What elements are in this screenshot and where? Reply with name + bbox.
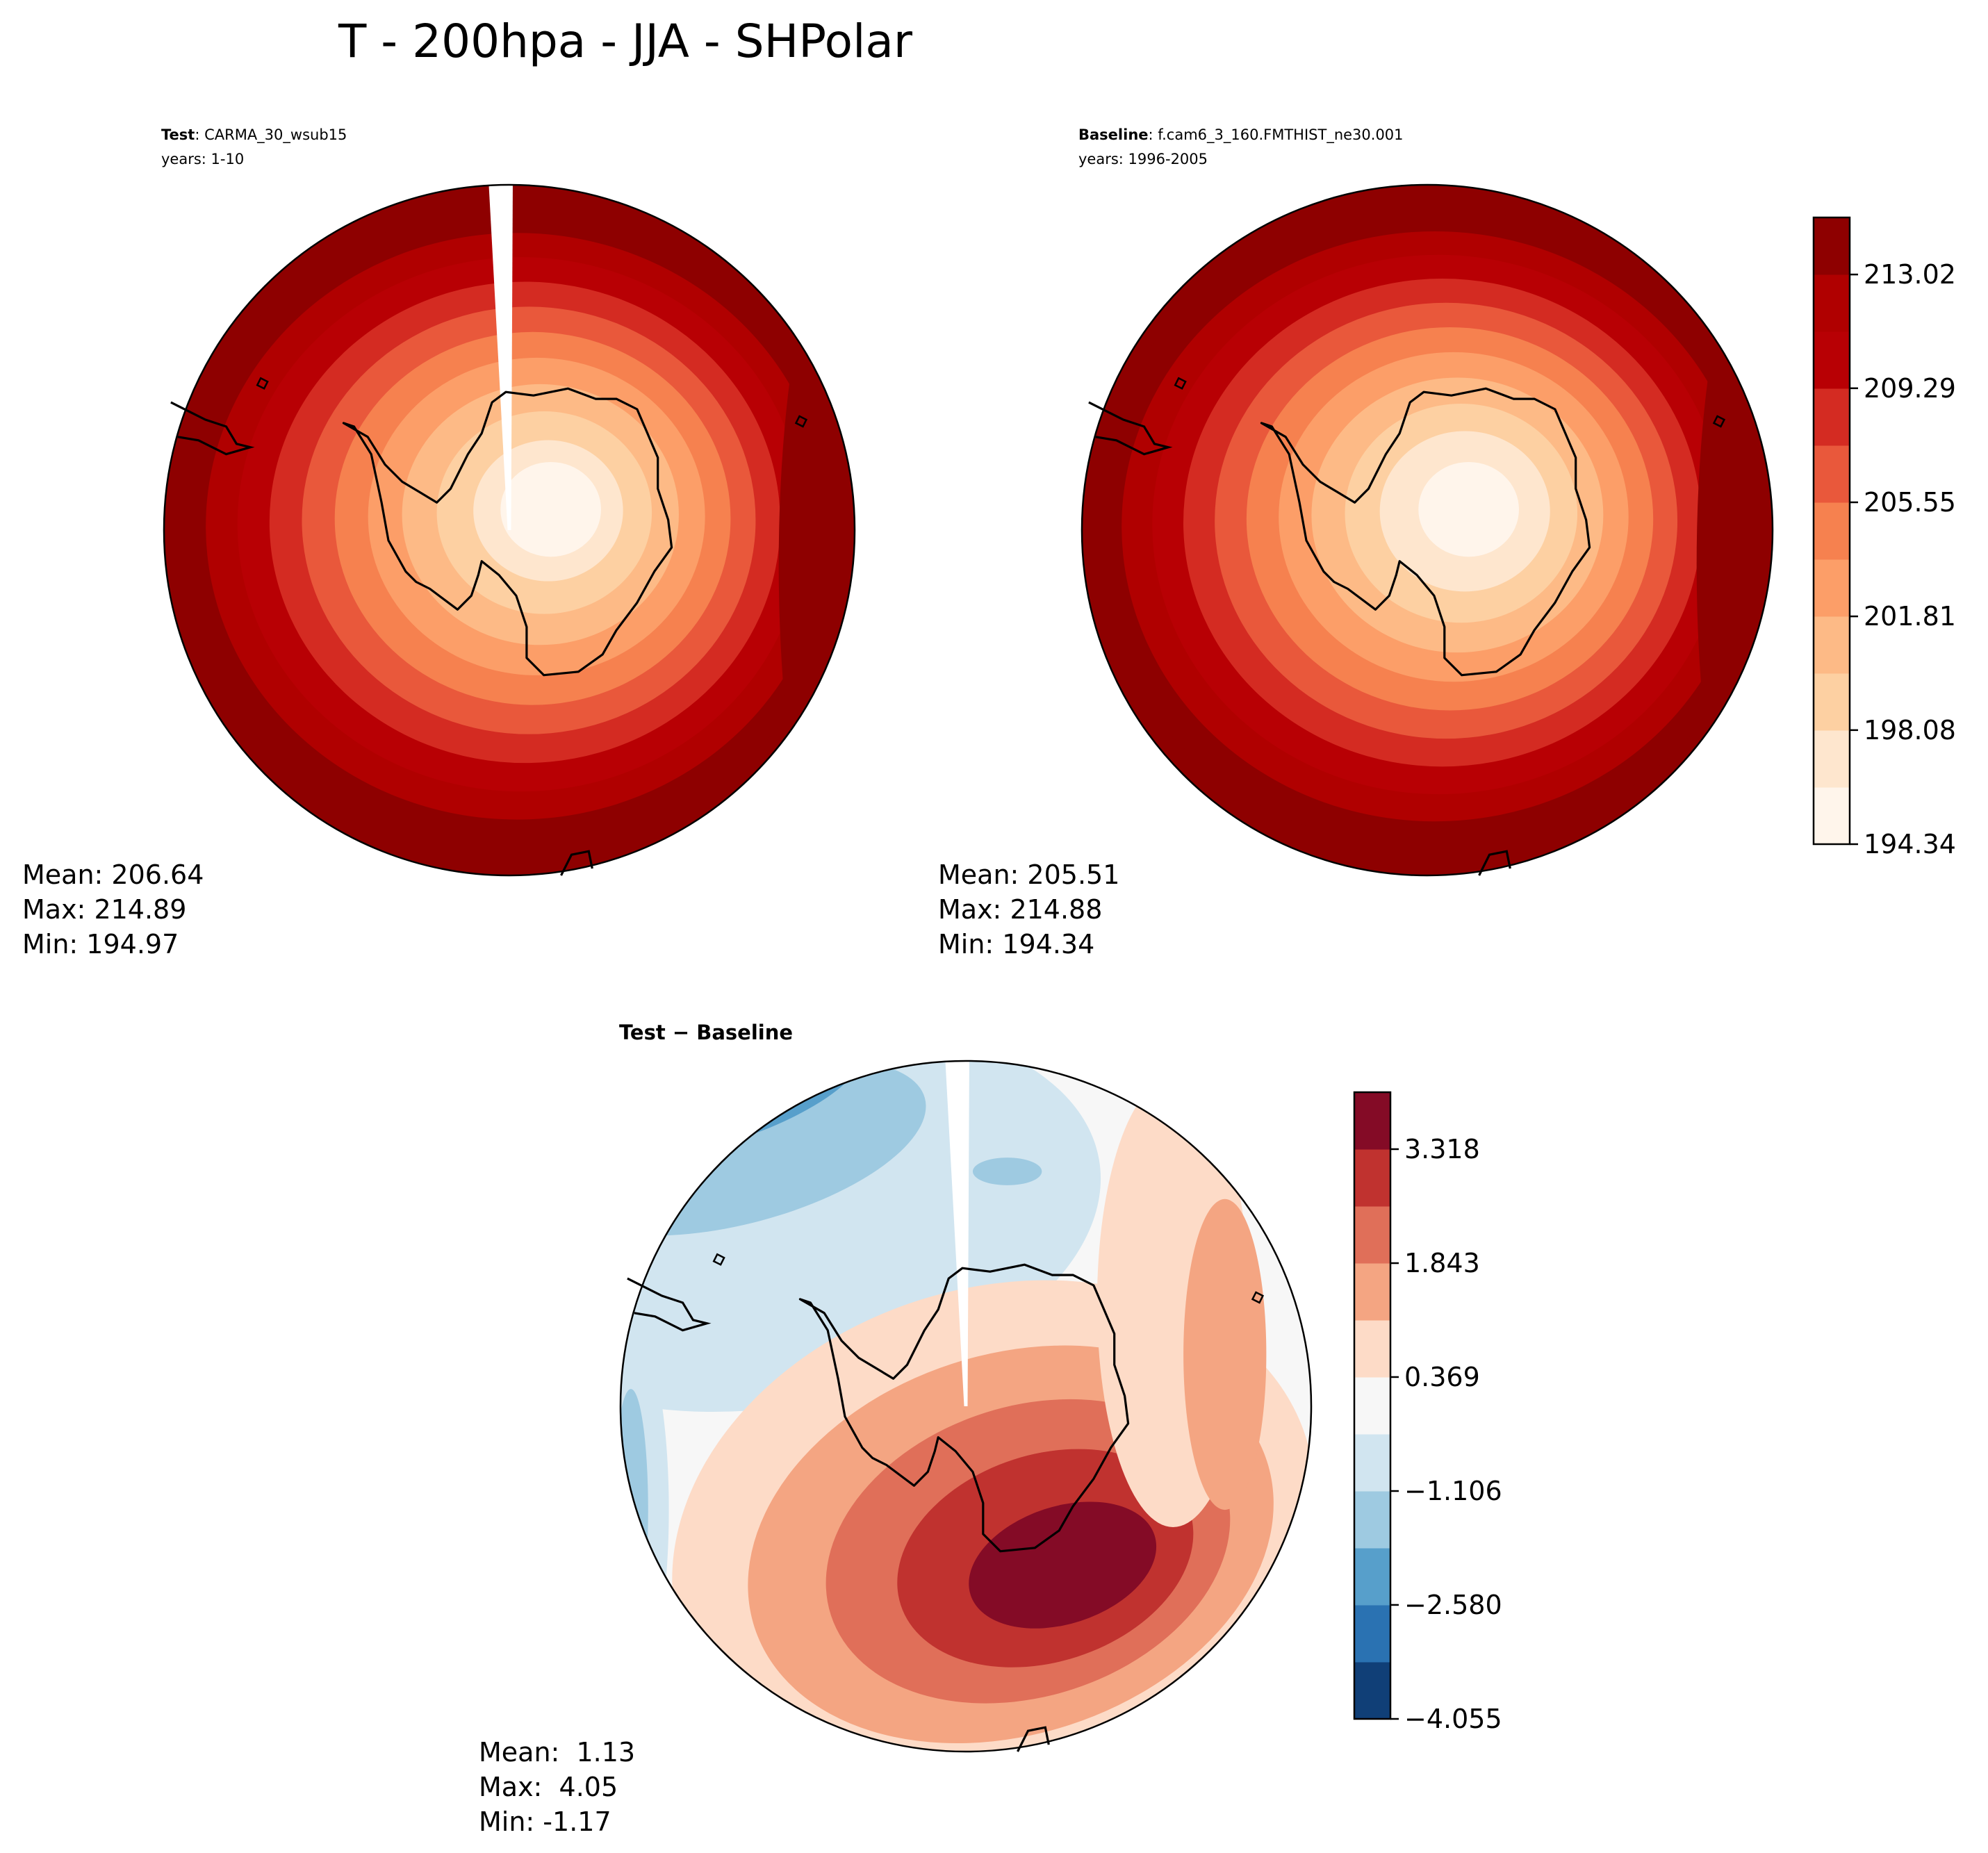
baseline-mean: Mean: 205.51	[938, 859, 1119, 890]
baseline-map	[1081, 183, 1774, 877]
colorbar-swatch	[1814, 274, 1850, 332]
diff-max: Max: 4.05	[479, 1772, 618, 1802]
diff-panel: Test − Baseline Mean: 1.13 Max: 4.05 Min…	[479, 1021, 1502, 1837]
island-coastline	[1251, 1291, 1265, 1304]
antarctica-coastline	[342, 387, 673, 677]
test-label-rest: : CARMA_30_wsub15	[195, 126, 347, 144]
colorbar-swatch	[1354, 1662, 1390, 1720]
colorbar-swatch	[1354, 1548, 1390, 1606]
south-america-coastline	[170, 401, 255, 456]
island-coastline	[256, 377, 269, 390]
test-years: years: 1-10	[161, 151, 244, 167]
diff-map	[619, 1060, 1313, 1753]
island-coastline	[1017, 1726, 1050, 1752]
colorbar-swatch	[1354, 1092, 1390, 1150]
diff-label: Test − Baseline	[619, 1021, 793, 1044]
contour-band	[621, 1389, 648, 1631]
map-fill	[621, 1061, 1311, 1752]
figure-title: T - 200hpa - JJA - SHPolar	[338, 15, 913, 68]
antarctica-coastline	[798, 1263, 1130, 1553]
diff-mean: Mean: 1.13	[479, 1737, 635, 1768]
colorbar-swatch	[1354, 1206, 1390, 1264]
baseline-label: Baseline: f.cam6_3_160.FMTHIST_ne30.001	[1078, 126, 1404, 144]
island-coastline	[560, 850, 593, 876]
contour-band	[621, 1319, 669, 1700]
diff-colorbar: 3.318 1.843 0.369 −1.106 −2.580 −4.055	[1353, 1091, 1502, 1734]
colorbar-swatch	[1354, 1263, 1390, 1321]
colorbar-tick-label: 209.29	[1864, 373, 1956, 404]
baseline-max: Max: 214.88	[938, 894, 1102, 925]
south-america-coastline	[1088, 401, 1173, 456]
colorbar-swatch	[1814, 787, 1850, 845]
contour-band	[972, 1158, 1042, 1185]
island-coastline	[1174, 377, 1187, 390]
absolute-colorbar: 213.02 209.29 205.55 201.81 198.08 194.34	[1812, 216, 1956, 859]
colorbar-tick-label: 213.02	[1864, 259, 1956, 290]
colorbar-frame	[1812, 216, 1851, 846]
contour-band	[500, 461, 602, 557]
data-gap-wedge	[488, 185, 513, 530]
island-coastline	[794, 415, 808, 428]
map-fill	[1082, 185, 1773, 875]
baseline-label-bold: Baseline	[1078, 126, 1149, 143]
diff-min: Min: -1.17	[479, 1806, 611, 1837]
colorbar-tick-label: −2.580	[1404, 1590, 1502, 1620]
baseline-years: years: 1996-2005	[1078, 151, 1208, 167]
colorbar-swatch	[1814, 502, 1850, 560]
test-max: Max: 214.89	[22, 894, 186, 925]
test-panel: Test: CARMA_30_wsub15 years: 1-10 Mean: …	[22, 126, 856, 960]
colorbar-swatch	[1814, 331, 1850, 389]
colorbar-tick-label: 1.843	[1404, 1248, 1480, 1278]
colorbar-tick-label: 205.55	[1864, 487, 1956, 518]
south-america-coastline	[627, 1277, 712, 1332]
colorbar-tick-label: 198.08	[1864, 715, 1956, 746]
baseline-label-rest: : f.cam6_3_160.FMTHIST_ne30.001	[1149, 126, 1404, 144]
colorbar-swatch	[1354, 1377, 1390, 1435]
test-min: Min: 194.97	[22, 929, 179, 960]
colorbar-swatch	[1814, 673, 1850, 731]
colorbar-tick-label: 0.369	[1404, 1362, 1480, 1392]
colorbar-swatch	[1354, 1320, 1390, 1378]
colorbar-swatch	[1814, 388, 1850, 446]
contour-band	[1696, 185, 1773, 875]
contour-band	[1418, 461, 1520, 557]
map-boundary	[1081, 183, 1774, 877]
contour-band	[969, 1501, 1157, 1629]
colorbar-swatch	[1354, 1605, 1390, 1663]
colorbar-frame	[1353, 1091, 1392, 1720]
island-coastline	[1478, 850, 1511, 876]
colorbar-tick-label: −1.106	[1404, 1476, 1502, 1506]
test-label: Test: CARMA_30_wsub15	[161, 126, 347, 144]
colorbar-swatch	[1814, 445, 1850, 503]
colorbar-tick-label: 3.318	[1404, 1134, 1480, 1164]
colorbar-tick-label: 194.34	[1864, 829, 1956, 859]
island-coastline	[1712, 415, 1726, 428]
colorbar-tick-label: −4.055	[1404, 1704, 1502, 1734]
colorbar-swatch	[1814, 559, 1850, 617]
colorbar-swatch	[1814, 730, 1850, 788]
map-boundary	[619, 1060, 1313, 1753]
contour-band	[1183, 1199, 1267, 1510]
baseline-min: Min: 194.34	[938, 929, 1094, 960]
colorbar-swatch	[1354, 1491, 1390, 1549]
map-fill	[164, 185, 855, 875]
baseline-panel: Baseline: f.cam6_3_160.FMTHIST_ne30.001 …	[938, 126, 1956, 960]
map-boundary	[163, 183, 856, 877]
test-label-bold: Test	[161, 126, 195, 143]
antarctica-coastline	[1260, 387, 1591, 677]
colorbar-swatch	[1814, 616, 1850, 674]
colorbar-swatch	[1354, 1434, 1390, 1492]
island-coastline	[712, 1253, 725, 1266]
test-mean: Mean: 206.64	[22, 859, 204, 890]
test-map	[163, 183, 856, 877]
colorbar-swatch	[1354, 1149, 1390, 1207]
colorbar-swatch	[1814, 217, 1850, 275]
data-gap-wedge	[945, 1061, 969, 1406]
colorbar-tick-label: 201.81	[1864, 601, 1956, 632]
contour-band	[778, 185, 855, 875]
